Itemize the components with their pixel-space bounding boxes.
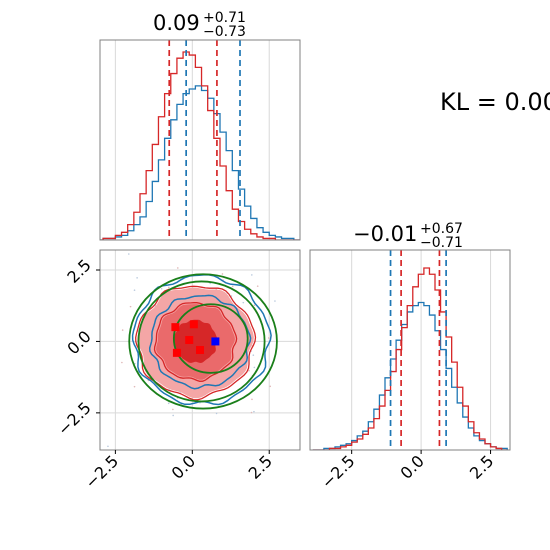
marginal-y-title: −0.01 +0.67 −0.71 bbox=[353, 221, 463, 251]
marginal-y-panel: −2.5 0.0 2.5 −0.01 +0.67 −0.71 bbox=[309, 221, 511, 492]
marginal-y-title-upper: +0.67 bbox=[420, 221, 463, 237]
joint-scatter-dot bbox=[178, 241, 180, 243]
joint-scatter-dot bbox=[107, 445, 109, 448]
joint-x-tick-label-0: −2.5 bbox=[81, 451, 122, 492]
joint-green-contour-1 bbox=[137, 280, 266, 403]
marginal-y-x-ticks: −2.5 0.0 2.5 bbox=[318, 450, 497, 492]
marginal-y-title-value: −0.01 bbox=[353, 222, 417, 246]
kl-annotation: KL = 0.00 bbox=[440, 88, 550, 116]
joint-scatter-dot bbox=[129, 305, 132, 308]
marginal-y-histogram-1 bbox=[312, 267, 508, 450]
marginal-x-title: 0.09 +0.71 −0.73 bbox=[153, 10, 246, 40]
joint-scatter-dot bbox=[133, 385, 136, 388]
joint-scatter-dot bbox=[267, 337, 270, 339]
joint-y-tick-label-1: 0.0 bbox=[63, 327, 94, 358]
joint-contour-lines bbox=[128, 273, 278, 410]
marginal-y-tick-label-2: 2.5 bbox=[466, 451, 497, 482]
joint-scatter-dot bbox=[127, 253, 130, 255]
joint-blue-contour-1 bbox=[148, 294, 252, 390]
marginal-x-histogram-0 bbox=[100, 85, 300, 240]
marginal-x-histograms bbox=[100, 51, 300, 240]
joint-green-contour-0 bbox=[128, 273, 278, 410]
joint-marker-points bbox=[171, 320, 220, 357]
joint-scatter-dot bbox=[209, 282, 211, 285]
joint-panel: −2.5 0.0 2.5 −2.5 0.0 2.5 bbox=[54, 241, 301, 492]
joint-scatter-dot bbox=[231, 285, 234, 288]
joint-y-tick-label-2: 2.5 bbox=[63, 255, 94, 286]
joint-scatter-dot bbox=[269, 385, 271, 388]
joint-scatter-dot bbox=[215, 412, 218, 415]
marginal-y-grid bbox=[351, 250, 492, 450]
joint-red-contour-1 bbox=[153, 302, 238, 382]
joint-scatter-dot bbox=[160, 287, 163, 290]
marginal-x-panel: 0.09 +0.71 −0.73 bbox=[99, 10, 301, 241]
joint-scatter-dot bbox=[253, 304, 256, 307]
joint-scatter-dot bbox=[172, 414, 174, 417]
joint-scatter-dot bbox=[252, 354, 255, 356]
marginal-y-histograms bbox=[312, 267, 508, 450]
joint-blue-contour-0 bbox=[131, 274, 272, 406]
joint-x-tick-label-1: 0.0 bbox=[168, 451, 199, 482]
joint-red-marker-2 bbox=[172, 348, 181, 357]
joint-red-marker-3 bbox=[196, 346, 204, 354]
marginal-x-histogram-1 bbox=[100, 51, 300, 240]
joint-scatter-dot bbox=[176, 267, 179, 269]
joint-scatter-dot bbox=[251, 398, 253, 401]
joint-scatter-dot bbox=[256, 285, 259, 287]
joint-scatter-dot bbox=[248, 369, 250, 372]
marginal-x-grid bbox=[114, 40, 270, 240]
joint-filled-level-2 bbox=[173, 319, 218, 363]
marginal-y-tick-label-1: 0.0 bbox=[397, 451, 428, 482]
joint-scatter-dot bbox=[253, 366, 256, 369]
joint-scatter-dot bbox=[242, 301, 245, 304]
joint-scatter-dot bbox=[167, 402, 170, 405]
joint-scatter-dot bbox=[253, 410, 255, 413]
joint-y-tick-label-0: −2.5 bbox=[54, 398, 95, 439]
joint-scatter-dot bbox=[136, 277, 138, 279]
joint-red-marker-1 bbox=[189, 320, 198, 329]
marginal-x-title-value: 0.09 bbox=[153, 11, 200, 35]
joint-scatter-dot bbox=[250, 411, 253, 414]
joint-x-tick-label-2: 2.5 bbox=[245, 451, 276, 482]
marginal-x-title-lower: −0.73 bbox=[203, 24, 246, 40]
marginal-x-quantile-lines bbox=[168, 40, 241, 240]
joint-blue-marker-0 bbox=[211, 337, 220, 346]
joint-scatter-dot bbox=[251, 274, 253, 276]
marginal-y-title-lower: −0.71 bbox=[420, 235, 463, 251]
joint-scatter-dot bbox=[172, 408, 174, 411]
marginal-x-title-upper: +0.71 bbox=[203, 10, 246, 26]
joint-scatter-dot bbox=[133, 289, 136, 291]
joint-red-contour-0 bbox=[135, 285, 257, 401]
joint-scatter-dot bbox=[121, 361, 123, 364]
joint-red-marker-0 bbox=[171, 323, 180, 332]
marginal-y-tick-label-0: −2.5 bbox=[318, 451, 359, 492]
joint-red-marker-4 bbox=[185, 336, 194, 344]
joint-green-contour-2 bbox=[172, 303, 249, 374]
joint-scatter-dot bbox=[221, 273, 224, 275]
marginal-y-quantile-lines bbox=[389, 250, 447, 450]
joint-scatter-dot bbox=[121, 329, 124, 331]
joint-scatter-dot bbox=[134, 362, 136, 365]
joint-x-ticks: −2.5 0.0 2.5 bbox=[81, 450, 276, 492]
joint-y-ticks: −2.5 0.0 2.5 bbox=[54, 255, 100, 439]
joint-scatter-dot bbox=[168, 286, 170, 289]
joint-scatter-dot bbox=[274, 300, 276, 302]
